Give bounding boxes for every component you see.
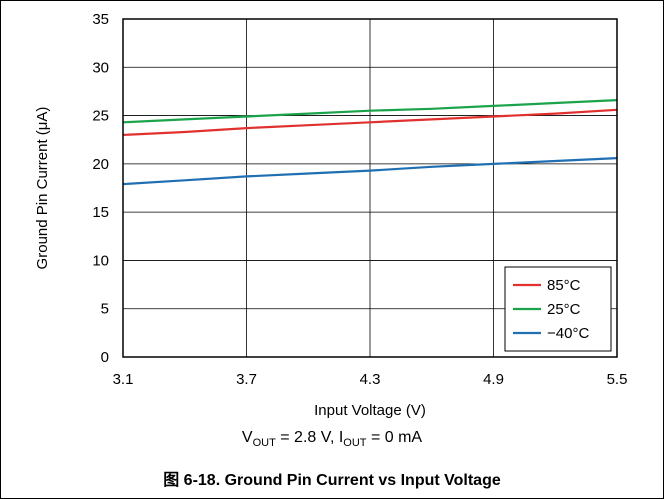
y-tick-label-25: 25 (92, 108, 109, 125)
y-tick-label-20: 20 (92, 156, 109, 173)
legend-label-1: 25°C (547, 301, 581, 318)
y-tick-label-5: 5 (101, 301, 109, 318)
legend-label-0: 85°C (547, 277, 581, 294)
v-out-subscript: OUT (252, 437, 276, 450)
tick-labels: 0 5 10 15 20 25 30 35 3.1 3.7 4.3 4.9 5.5 (92, 11, 627, 388)
y-tick-label-35: 35 (92, 11, 109, 28)
x-axis-label: Input Voltage (V) (314, 402, 426, 419)
x-tick-label-4.3: 4.3 (360, 371, 381, 388)
y-tick-label-0: 0 (101, 349, 109, 366)
y-axis-label: Ground Pin Current (μA) (34, 107, 51, 270)
series-line-0 (122, 108, 618, 136)
i-out-value: = 0 mA (366, 429, 423, 446)
v-out-value: = 2.8 V, (275, 429, 339, 446)
legend-label-2: −40°C (547, 325, 589, 342)
x-tick-label-4.9: 4.9 (483, 371, 504, 388)
legend: 85°C 25°C −40°C (504, 266, 612, 352)
y-tick-label-15: 15 (92, 204, 109, 221)
y-tick-label-30: 30 (92, 59, 109, 76)
grid-lines (123, 19, 617, 357)
i-out-symbol: I (338, 429, 344, 446)
series-line-1 (122, 99, 618, 124)
series-lines (122, 99, 618, 186)
plot-area-border (122, 18, 618, 358)
x-tick-label-3.7: 3.7 (236, 371, 257, 388)
v-out-symbol: V (241, 429, 253, 446)
series-line-2 (122, 157, 618, 186)
y-tick-label-10: 10 (92, 252, 109, 269)
figure-caption: 图 6-18. Ground Pin Current vs Input Volt… (163, 472, 501, 489)
x-tick-label-3.1: 3.1 (113, 371, 134, 388)
ground-pin-current-chart: 0 5 10 15 20 25 30 35 3.1 3.7 4.3 4.9 5.5 Input Volt… (34, 11, 627, 419)
i-out-subscript: OUT (343, 437, 367, 450)
test-conditions: VOUT = 2.8 V, IOUT = 0 mA (1, 429, 663, 449)
x-tick-label-5.5: 5.5 (607, 371, 628, 388)
